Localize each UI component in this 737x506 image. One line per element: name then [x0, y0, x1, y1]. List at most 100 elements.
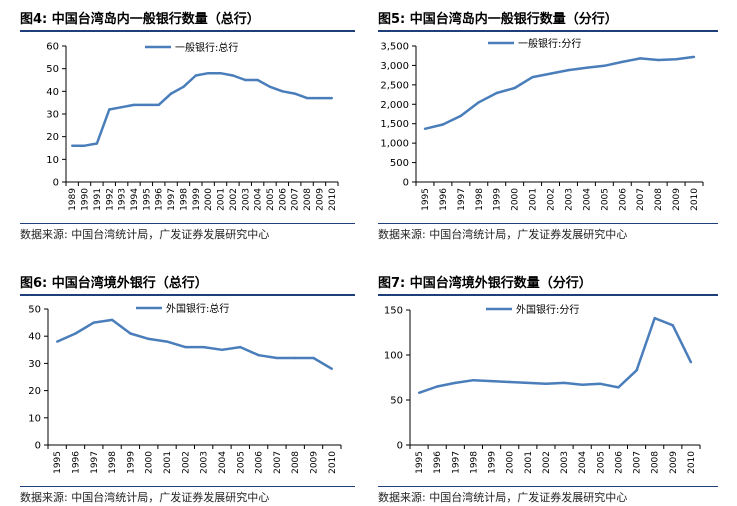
x-tick-label: 2004	[254, 188, 264, 211]
x-tick-label: 2006	[255, 451, 265, 474]
data-point	[617, 386, 620, 389]
x-tick-label: 2008	[303, 188, 313, 211]
data-point	[657, 58, 660, 62]
chart-title: 图7: 中国台湾境外银行数量（分行）	[378, 276, 592, 291]
data-point	[454, 381, 457, 385]
x-tick-label: 1999	[126, 451, 136, 474]
data-point	[194, 74, 197, 77]
source-note: 数据来源: 中国台湾统计局，广发证券发展研究中心	[20, 228, 270, 241]
x-tick-label: 1998	[108, 451, 118, 474]
x-tick-label: 1997	[167, 188, 177, 211]
x-tick-label: 2010	[328, 451, 338, 474]
data-point	[562, 381, 566, 385]
data-point	[621, 60, 624, 64]
x-tick-label: 2008	[654, 188, 664, 211]
data-point	[423, 127, 427, 130]
data-point	[599, 382, 602, 385]
source-rule	[378, 486, 718, 487]
data-point	[639, 57, 642, 60]
data-point	[330, 96, 333, 100]
legend-label: 一般银行:分行	[518, 37, 581, 50]
chart-title: 图5: 中国台湾岛内一般银行数量（分行）	[378, 12, 618, 27]
data-point	[526, 381, 529, 385]
data-point	[305, 96, 309, 100]
panel-foreign-banks-hq: 图6: 中国台湾境外银行（总行） 0 10 20 30 40 50 1995 1996 1997…	[20, 270, 355, 506]
x-tick-label: 1999	[192, 188, 202, 211]
y-tick-label: 0	[397, 441, 403, 452]
data-point	[312, 356, 315, 360]
x-tick-label: 1996	[439, 188, 449, 211]
data-point	[567, 68, 570, 72]
data-point	[165, 340, 169, 343]
data-point	[147, 337, 150, 341]
data-point	[531, 75, 534, 79]
data-point	[110, 318, 114, 322]
y-tick-label: 20	[46, 132, 59, 143]
x-tick-label: 2003	[200, 451, 210, 474]
x-tick-label: 1989	[68, 188, 78, 211]
data-point	[417, 391, 421, 394]
data-point	[71, 144, 74, 147]
legend-label: 外国银行:分行	[516, 303, 579, 316]
data-point	[549, 72, 552, 75]
chart-title: 图6: 中国台湾境外银行（总行）	[20, 276, 208, 291]
data-point	[674, 58, 678, 61]
x-tick-label: 2007	[273, 451, 283, 474]
x-tick-label: 1991	[93, 188, 103, 211]
x-tick-label: 2004	[582, 188, 592, 211]
x-tick-label: 1999	[488, 451, 498, 474]
y-tick-label: 1,500	[380, 119, 409, 130]
y-tick-label: 150	[384, 306, 403, 317]
x-tick-label: 2009	[672, 188, 682, 211]
x-tick-label: 2007	[633, 451, 643, 474]
source-rule	[378, 223, 718, 224]
data-point	[581, 383, 584, 386]
x-tick-label: 2001	[529, 188, 539, 211]
y-tick-label: 3,500	[380, 42, 409, 53]
data-point	[441, 123, 445, 126]
x-tick-label: 2000	[145, 451, 155, 474]
x-tick-label: 2005	[266, 188, 276, 211]
line-chart: 0 500 1,000 1,500 2,000 2,500 3,000 3,500 1995 19…	[380, 37, 704, 211]
series-line	[56, 318, 333, 370]
x-tick-label: 2005	[236, 451, 246, 474]
y-tick-label: 500	[390, 158, 409, 169]
x-tick-label: 2009	[669, 451, 679, 474]
x-tick-label: 2003	[564, 188, 574, 211]
data-point	[239, 345, 242, 349]
data-point	[182, 85, 185, 88]
data-point	[169, 92, 173, 95]
data-point	[231, 74, 235, 77]
data-point	[220, 348, 224, 351]
x-tick-label: 2000	[511, 188, 521, 211]
panel-general-banks-hq: 图4: 中国台湾岛内一般银行数量（总行） 0 10 20 30 40 50 60 1989 19…	[20, 6, 355, 246]
y-tick-label: 2,500	[380, 80, 409, 91]
x-tick-label: 2007	[291, 188, 301, 211]
x-tick-label: 2000	[204, 188, 214, 211]
y-tick-label: 60	[46, 42, 59, 53]
x-tick-label: 1992	[105, 188, 115, 211]
y-tick-label: 40	[28, 332, 41, 343]
data-point	[92, 321, 96, 324]
y-tick-label: 3,000	[380, 61, 409, 72]
data-point	[108, 108, 111, 111]
y-tick-label: 50	[28, 305, 41, 316]
x-tick-label: 2002	[542, 451, 552, 474]
x-tick-label: 2002	[181, 451, 191, 474]
line-chart: 0 10 20 30 40 50 1995 1996 1997 1998 1999 2000 2001 2…	[28, 302, 342, 474]
y-tick-label: 0	[403, 178, 409, 189]
data-point	[74, 332, 77, 335]
x-tick-label: 2007	[636, 188, 646, 211]
x-tick-label: 2001	[217, 188, 227, 211]
y-tick-label: 2,000	[380, 100, 409, 111]
title-rule	[378, 294, 718, 296]
x-tick-label: 2008	[651, 451, 661, 474]
data-point	[120, 106, 123, 109]
x-tick-label: 2010	[328, 188, 338, 211]
legend-label: 外国银行:总行	[166, 302, 229, 315]
data-point	[544, 382, 548, 385]
x-tick-label: 2005	[600, 188, 610, 211]
data-point	[207, 72, 210, 75]
data-point	[184, 345, 187, 349]
